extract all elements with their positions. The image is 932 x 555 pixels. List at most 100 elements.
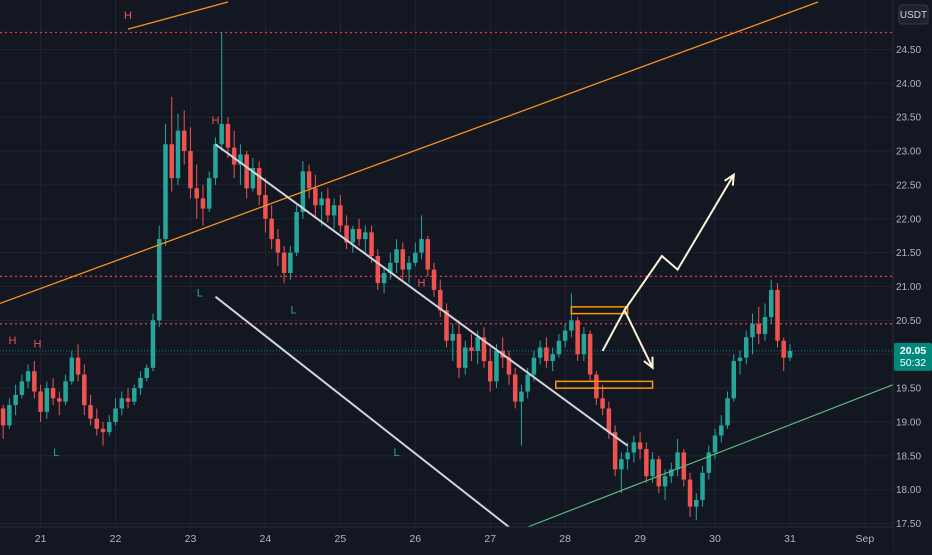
candle-body (188, 151, 193, 189)
candle-body (525, 374, 530, 392)
candle-body (431, 269, 437, 290)
price-tick-label: 23.00 (896, 147, 921, 158)
candle-body (637, 442, 643, 450)
candle-body (38, 391, 43, 412)
candle-body (132, 388, 137, 402)
time-tick-label: 21 (35, 533, 47, 545)
candle-body (512, 374, 518, 402)
zone-box (555, 380, 654, 389)
candle-body (562, 330, 568, 341)
candle-body (737, 357, 743, 362)
candle-body (600, 398, 605, 409)
candle-body (306, 171, 312, 189)
candle-body (238, 154, 243, 165)
candle-body (544, 347, 549, 362)
orange-trendline-steep (127, 1, 229, 30)
channel-lower-line (214, 295, 510, 528)
candle-body (144, 367, 149, 378)
price-tick-label: 17.50 (896, 519, 921, 530)
candle-body (231, 147, 237, 165)
candle-body (644, 449, 649, 477)
candle-body (82, 374, 87, 406)
currency-label: USDT (900, 10, 927, 21)
candle-body (325, 198, 331, 216)
candle-body (44, 388, 50, 412)
candle-body (662, 476, 668, 487)
candle-body (225, 123, 231, 148)
candle-body (581, 333, 587, 355)
candle-body (694, 499, 699, 507)
annotations: H H H H H L L L L (9, 10, 426, 459)
candle-body (25, 371, 31, 382)
candle-body (712, 435, 718, 453)
zone-box (570, 306, 629, 315)
candle-body (506, 357, 512, 375)
price-axis[interactable]: 17.5018.0018.5019.0019.5020.0020.5021.00… (892, 0, 932, 550)
candle-body (450, 333, 455, 341)
currency-badge-box (898, 4, 929, 25)
candle-body (288, 252, 293, 273)
price-tick-label: 21.00 (896, 282, 921, 293)
time-tick-label: Sep (856, 533, 875, 545)
candle-body (456, 333, 462, 368)
candle-body (294, 212, 299, 253)
price-tick-label: 19.00 (896, 418, 921, 429)
candle-body (731, 361, 737, 399)
candle-body (369, 232, 374, 257)
price-tick-label: 20.50 (896, 316, 921, 327)
candle-body (675, 452, 680, 470)
orange-trendline (0, 1, 819, 305)
candle-body (113, 408, 118, 422)
candle-body (63, 381, 68, 402)
candle-body (50, 388, 56, 399)
candle-body (669, 469, 674, 477)
candle-body (219, 123, 224, 145)
candle-body (156, 239, 162, 321)
candle-body (494, 350, 499, 382)
candle-body (0, 408, 6, 426)
candle-body (444, 310, 449, 341)
candle-body (125, 398, 131, 402)
currency-badge[interactable]: USDT (898, 4, 929, 25)
price-tick-label: 24.00 (896, 79, 921, 90)
candle-body (213, 144, 218, 179)
swing-low-label: L (197, 288, 203, 300)
candle-body (744, 337, 749, 358)
candle-body (537, 347, 543, 358)
projection-up-path (623, 174, 735, 311)
candle-body (719, 425, 724, 436)
candle-body (181, 130, 187, 152)
candle-body (462, 347, 468, 368)
time-axis[interactable]: 21 22 23 24 25 26 27 28 29 30 31 Sep (0, 526, 893, 550)
candle-body (200, 198, 206, 209)
candle-body (756, 323, 761, 334)
candle-body (356, 228, 362, 240)
candle-body (350, 228, 356, 243)
time-tick-label: 25 (334, 533, 346, 545)
candle-body (594, 374, 599, 399)
projection-down-arrowhead (643, 356, 654, 370)
price-tick-label: 18.00 (896, 485, 921, 496)
candle-body (194, 188, 199, 199)
candle-body (550, 354, 555, 362)
candle-body (250, 167, 256, 189)
time-axis-background (0, 527, 893, 550)
swing-high-label: H (211, 115, 219, 127)
candle-body (725, 398, 730, 426)
swing-high-label: H (418, 278, 426, 290)
candle-body (400, 249, 406, 270)
candle-body (768, 289, 774, 317)
bar-countdown: 50:32 (900, 357, 926, 369)
candle-body (650, 459, 655, 477)
time-tick-label: 29 (634, 533, 646, 545)
candle-body (619, 459, 624, 470)
candles (0, 32, 793, 521)
time-tick-label: 28 (559, 533, 571, 545)
candle-body (175, 130, 181, 179)
time-tick-label: 22 (110, 533, 122, 545)
price-tick-label: 24.50 (896, 45, 921, 56)
swing-low-label: L (53, 447, 59, 459)
